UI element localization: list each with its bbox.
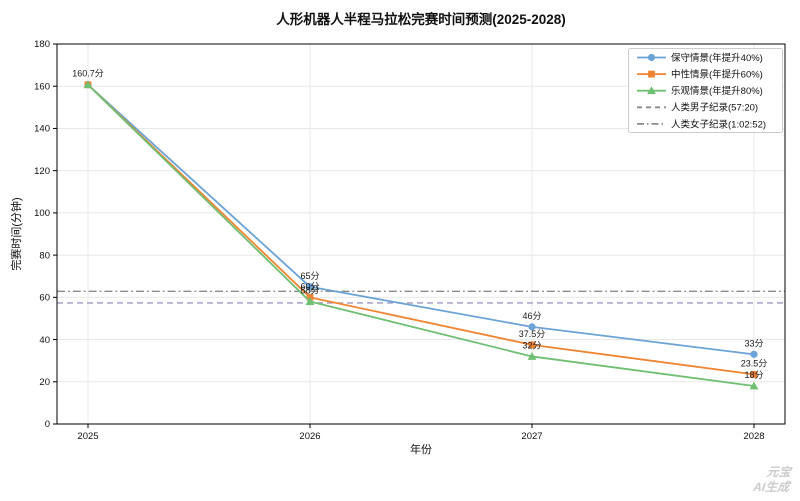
y-axis-tick-label: 60 xyxy=(39,293,50,304)
y-axis-tick-label: 80 xyxy=(39,250,50,261)
y-axis-tick-label: 0 xyxy=(45,419,50,430)
legend-label: 人类女子纪录(1:02:52) xyxy=(671,118,766,130)
data-point-marker xyxy=(647,86,656,95)
point-annotation: 160.7分 xyxy=(72,69,104,79)
y-axis-tick-label: 40 xyxy=(39,335,50,346)
watermark-line2: AI生成 xyxy=(752,480,790,494)
point-annotation: 18分 xyxy=(744,370,763,380)
point-annotation: 32分 xyxy=(522,340,541,350)
data-point-marker xyxy=(527,352,537,360)
series-triangle: 58分 32分 18分 xyxy=(83,80,764,390)
data-point-marker xyxy=(648,70,655,78)
chart-title: 人形机器人半程马拉松完赛时间预测(2025-2028) xyxy=(276,12,566,27)
x-axis-tick-label: 2025 xyxy=(77,431,98,442)
x-axis-tick-label: 2027 xyxy=(521,431,542,442)
data-point-marker xyxy=(528,341,536,349)
y-axis-tick-label: 100 xyxy=(34,208,50,219)
data-point-marker xyxy=(528,323,536,331)
point-annotation: 33分 xyxy=(744,338,763,348)
x-axis-label: 年份 xyxy=(410,442,432,456)
legend-label: 人类男子纪录(57:20) xyxy=(671,102,758,114)
legend-label: 乐观情景(年提升80%) xyxy=(671,85,763,97)
data-point-marker xyxy=(305,297,315,305)
point-annotation: 60分 xyxy=(300,281,319,291)
y-axis-tick-label: 20 xyxy=(39,377,50,388)
data-point-marker xyxy=(750,350,758,358)
legend-label: 保守情景(年提升40%) xyxy=(671,52,763,64)
plot-border xyxy=(56,43,786,425)
data-point-marker xyxy=(83,80,93,89)
data-point-marker xyxy=(749,381,759,390)
data-point-marker xyxy=(647,53,656,62)
point-annotation: 46分 xyxy=(522,311,541,321)
point-annotation: 65分 xyxy=(300,271,319,281)
series-line xyxy=(87,84,755,356)
data-point-marker xyxy=(750,370,758,378)
legend: 保守情景(年提升40%) 中性情景(年提升60%) 乐观情景(年提升80%) 人类男子… xyxy=(628,48,783,133)
legend-label: 中性情景(年提升60%) xyxy=(671,69,763,81)
watermark-line1: 元宝 xyxy=(766,465,792,479)
legend-box xyxy=(628,48,783,133)
point-annotation: 37.5分 xyxy=(519,329,546,339)
series-circle: 160.7分 65分 46分 33分 xyxy=(72,69,764,358)
series-line xyxy=(87,84,755,387)
y-axis-tick-label: 140 xyxy=(34,124,50,135)
watermark: 元宝 AI生成 xyxy=(752,465,792,495)
x-axis-tick-label: 2026 xyxy=(299,431,320,442)
y-axis-label: 完赛时间(分钟) xyxy=(9,197,23,270)
y-axis-tick-label: 120 xyxy=(34,166,50,177)
series-line xyxy=(87,84,755,376)
y-axis-tick-label: 160 xyxy=(34,81,50,92)
data-point-marker xyxy=(306,283,314,291)
point-annotation: 58分 xyxy=(300,286,319,296)
y-axis-tick-label: 180 xyxy=(34,39,50,50)
x-axis-tick-label: 2028 xyxy=(743,431,764,442)
point-annotation: 23.5分 xyxy=(741,358,768,368)
